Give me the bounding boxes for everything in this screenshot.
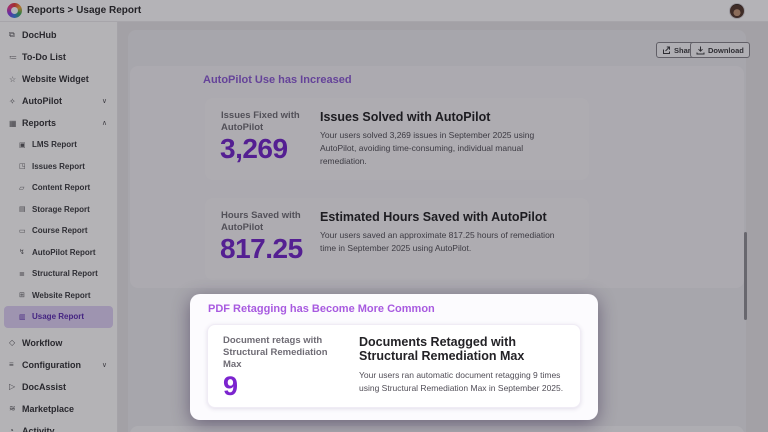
sidebar-item-content-report[interactable]: ▱ Content Report — [19, 183, 91, 193]
lms-report-icon: ▣ — [19, 141, 26, 149]
sidebar-item-usage-report[interactable]: ▥ Usage Report — [4, 306, 113, 328]
sidebar-nav: ⧉ DocHub ≔ To-Do List ☆ Website Widget ✧… — [0, 22, 118, 432]
chevron-down-icon: ∨ — [101, 361, 107, 369]
sidebar-item-storage-report[interactable]: ▤ Storage Report — [19, 204, 90, 214]
sidebar-item-website-report[interactable]: ⊞ Website Report — [19, 290, 91, 300]
download-button[interactable]: Download — [690, 42, 750, 58]
top-header: Reports > Usage Report — [0, 0, 768, 22]
sidebar-item-issues-report[interactable]: ◳ Issues Report — [19, 161, 85, 171]
storage-report-icon: ▤ — [19, 206, 26, 214]
section-title: PDF Retagging has Become More Common — [208, 303, 435, 315]
scrollbar-thumb[interactable] — [744, 232, 747, 320]
checklist-icon: ≔ — [9, 52, 17, 62]
next-section-peek — [130, 426, 744, 432]
docassist-icon: ▷ — [9, 382, 16, 391]
section-title: AutoPilot Use has Increased — [203, 74, 352, 86]
section-autopilot-use: AutoPilot Use has Increased Issues Fixed… — [130, 66, 744, 288]
stat-card-issues-fixed: Issues Fixed with AutoPilot 3,269 Issues… — [205, 98, 589, 180]
sidebar-item-todo-list[interactable]: ≔ To-Do List — [9, 52, 66, 62]
sidebar-item-configuration[interactable]: ≡ Configuration ∨ — [9, 359, 107, 370]
sidebar-item-autopilot-report[interactable]: ↯ AutoPilot Report — [19, 247, 96, 257]
chart-icon: ▦ — [9, 118, 17, 128]
activity-icon: ◔ — [9, 426, 14, 432]
sidebar-item-website-widget[interactable]: ☆ Website Widget — [9, 74, 89, 84]
sidebar-item-activity[interactable]: ◔ Activity — [0, 420, 117, 432]
sidebar-item-docassist[interactable]: ▷ DocAssist — [9, 381, 67, 392]
user-avatar[interactable] — [729, 3, 745, 19]
issues-report-icon: ◳ — [19, 163, 26, 171]
reports-submenu: ▣ LMS Report ◳ Issues Report ▱ Content R… — [0, 134, 117, 328]
sidebar-item-structural-report[interactable]: ≣ Structural Report — [19, 269, 98, 279]
stat-label: Document retags with Structural Remediat… — [223, 335, 328, 370]
structural-report-icon: ≣ — [19, 270, 25, 278]
autopilot-report-icon: ↯ — [19, 249, 25, 257]
sidebar-item-workflow[interactable]: ◇ Workflow — [9, 337, 63, 348]
stat-description: Your users saved an approximate 817.25 h… — [320, 230, 555, 253]
sidebar-item-course-report[interactable]: ▭ Course Report — [19, 226, 88, 236]
share-button[interactable]: Share — [656, 42, 701, 58]
sidebar-item-reports[interactable]: ▦ Reports ∧ — [9, 118, 107, 128]
stat-card-hours-saved: Hours Saved with AutoPilot 817.25 Estima… — [205, 198, 589, 280]
sidebar-item-marketplace[interactable]: ≋ Marketplace — [9, 403, 75, 414]
settings-icon: ≡ — [9, 360, 14, 369]
course-report-icon: ▭ — [19, 227, 26, 235]
stat-value: 817.25 — [220, 233, 303, 264]
wand-icon: ✧ — [9, 96, 16, 106]
chevron-up-icon: ∧ — [101, 120, 107, 127]
stat-value: 9 — [223, 371, 239, 401]
share-icon — [663, 46, 670, 54]
stat-heading: Documents Retagged with Structural Remed… — [359, 335, 525, 364]
stat-description: Your users solved 3,269 issues in Septem… — [320, 130, 535, 166]
document-icon: ⧉ — [9, 30, 15, 39]
breadcrumb: Reports > Usage Report — [27, 5, 142, 16]
star-icon: ☆ — [9, 74, 17, 84]
workflow-icon: ◇ — [9, 338, 16, 347]
sidebar-item-dochub[interactable]: ⧉ DocHub — [9, 30, 57, 40]
content-report-icon: ▱ — [19, 184, 25, 192]
website-report-icon: ⊞ — [19, 292, 25, 300]
sidebar-bottom-group: ◇ Workflow ≡ Configuration ∨ ▷ DocAssist… — [0, 332, 117, 432]
marketplace-icon: ≋ — [9, 404, 16, 413]
section-pdf-retagging-highlighted: PDF Retagging has Become More Common Doc… — [190, 294, 598, 420]
download-icon — [696, 46, 705, 54]
app-logo-icon[interactable] — [7, 3, 22, 18]
usage-report-icon: ▥ — [19, 313, 26, 321]
stat-value: 3,269 — [220, 133, 288, 164]
stat-label: Hours Saved with AutoPilot — [221, 210, 301, 233]
stat-description: Your users ran automatic document retagg… — [359, 370, 564, 393]
chevron-down-icon: ∨ — [101, 98, 107, 105]
stat-heading: Issues Solved with AutoPilot — [320, 110, 491, 124]
stat-label: Issues Fixed with AutoPilot — [221, 110, 300, 133]
stat-heading: Estimated Hours Saved with AutoPilot — [320, 210, 547, 224]
stat-card-document-retags: Document retags with Structural Remediat… — [207, 324, 581, 408]
sidebar-item-autopilot[interactable]: ✧ AutoPilot ∨ — [9, 96, 107, 106]
sidebar-item-lms-report[interactable]: ▣ LMS Report — [19, 140, 77, 150]
